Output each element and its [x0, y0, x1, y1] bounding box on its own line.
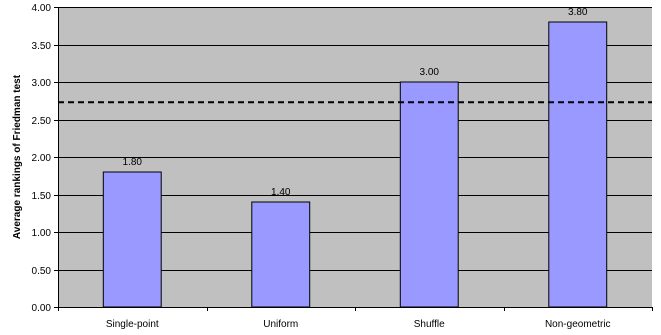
y-tick-label: 2.50: [32, 116, 52, 127]
x-tick-label: Shuffle: [414, 319, 445, 330]
bar-shuffle: [399, 81, 459, 308]
y-tick-label: 0.50: [32, 266, 52, 277]
value-label: 1.40: [271, 187, 291, 198]
x-tick-labels: Single-point Uniform Shuffle Non-geometric: [106, 319, 611, 330]
x-tick-label: Single-point: [106, 319, 159, 330]
bars: [102, 21, 608, 308]
value-label: 3.00: [420, 67, 440, 78]
bar-single-point: [102, 171, 162, 308]
value-label: 1.80: [123, 157, 143, 168]
y-tick-label: 4.00: [32, 3, 52, 14]
y-tick-label: 3.00: [32, 78, 52, 89]
y-ticks: [54, 7, 58, 308]
y-axis-label: Average rankings of Friedman test: [12, 74, 23, 239]
y-tick-label: 1.00: [32, 228, 52, 239]
y-tick-labels: 0.00 0.50 1.00 1.50 2.00 2.50 3.00 3.50 4.00: [32, 3, 52, 314]
y-tick-label: 3.50: [32, 41, 52, 52]
value-labels: 1.80 1.40 3.00 3.80: [123, 7, 588, 198]
y-tick-label: 0.00: [32, 303, 52, 314]
x-tick-label: Uniform: [263, 319, 298, 330]
bar-uniform: [251, 201, 311, 308]
x-tick-label: Non-geometric: [545, 319, 611, 330]
y-tick-label: 2.00: [32, 153, 52, 164]
bar-non-geometric: [548, 21, 608, 308]
x-ticks: [58, 307, 653, 311]
value-label: 3.80: [568, 7, 588, 18]
y-tick-label: 1.50: [32, 191, 52, 202]
